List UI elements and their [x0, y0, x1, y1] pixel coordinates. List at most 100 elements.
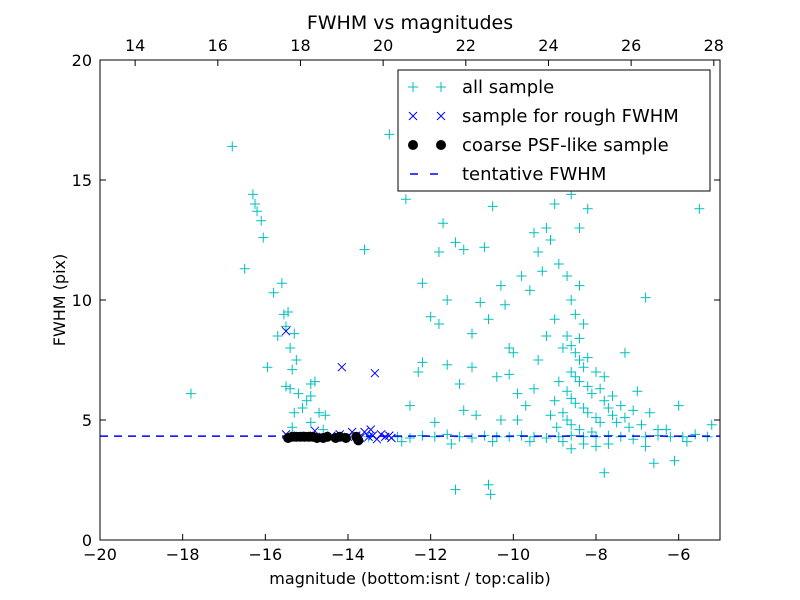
- all-sample-point: [591, 367, 601, 377]
- x-tick-label: −20: [83, 545, 117, 564]
- all-sample-point: [595, 417, 606, 428]
- all-sample-point: [690, 429, 701, 440]
- all-sample-point: [491, 371, 502, 382]
- coarse-psf-point: [340, 433, 351, 443]
- all-sample-point: [553, 259, 564, 269]
- all-sample-point: [562, 386, 573, 397]
- y-tick-label: 20: [72, 51, 92, 70]
- all-sample-point: [429, 417, 440, 428]
- all-sample-point: [384, 129, 395, 140]
- all-sample-point: [661, 424, 672, 435]
- all-sample-point: [483, 479, 494, 490]
- all-sample-point: [320, 410, 331, 421]
- all-sample-point: [516, 271, 527, 281]
- x-tick-label: −16: [248, 545, 282, 564]
- all-sample-point: [549, 314, 560, 325]
- all-sample-point: [495, 415, 506, 425]
- all-sample-point: [574, 355, 585, 365]
- all-sample-point: [359, 244, 370, 255]
- all-sample-point: [566, 419, 577, 430]
- all-sample-point: [396, 436, 407, 447]
- all-sample-point: [578, 403, 589, 413]
- rough-fwhm-point: [370, 368, 380, 378]
- all-sample-point: [582, 407, 593, 418]
- all-sample-point: [417, 357, 428, 368]
- all-sample-point: [450, 484, 461, 495]
- all-sample-point: [694, 203, 705, 214]
- all-sample-point: [479, 242, 490, 253]
- all-sample-point: [413, 367, 424, 377]
- all-sample-point: [578, 319, 589, 329]
- x-axis-label: magnitude (bottom:isnt / top:calib): [269, 569, 550, 588]
- all-sample-point: [562, 331, 573, 341]
- legend-dot-icon: [436, 140, 446, 150]
- y-tick-label: 15: [72, 171, 92, 190]
- x-tick-label: −8: [584, 545, 608, 564]
- all-sample-point: [529, 383, 539, 394]
- all-sample-point: [524, 436, 535, 447]
- all-sample-point: [442, 429, 453, 440]
- all-sample-point: [262, 362, 273, 373]
- all-sample-point: [508, 347, 519, 358]
- all-sample-point: [487, 436, 498, 447]
- all-sample-point: [553, 376, 564, 387]
- all-sample-point: [607, 391, 618, 401]
- all-sample-point: [433, 319, 444, 329]
- all-sample-point: [599, 395, 610, 406]
- top-x-tick-label: 16: [208, 36, 228, 55]
- all-sample-point: [570, 398, 581, 409]
- all-sample-point: [557, 343, 568, 353]
- chart-title: FWHM vs magnitudes: [307, 12, 513, 34]
- plot-frame: [99, 59, 721, 541]
- all-sample-point: [504, 343, 515, 353]
- all-sample-point: [578, 362, 589, 373]
- all-sample-point: [400, 194, 411, 205]
- all-sample-point: [599, 467, 610, 478]
- top-x-tick-label: 22: [456, 36, 476, 55]
- all-sample-point: [706, 419, 717, 430]
- all-sample-point: [289, 328, 300, 339]
- x-tick-label: −10: [496, 545, 530, 564]
- all-sample-point: [239, 263, 250, 274]
- all-sample-point: [628, 405, 639, 416]
- all-sample-point: [272, 331, 283, 341]
- coarse-psf-point: [322, 431, 333, 442]
- all-sample-point: [485, 489, 496, 500]
- top-x-tick-label: 20: [373, 36, 393, 55]
- all-sample-point: [520, 400, 531, 411]
- all-sample-point: [574, 333, 585, 344]
- all-sample-point: [557, 436, 568, 447]
- all-sample-point: [595, 383, 606, 394]
- all-sample-point: [566, 295, 577, 305]
- rough-fwhm-point: [281, 326, 291, 336]
- all-sample-point: [574, 376, 585, 387]
- all-sample-point: [669, 455, 680, 466]
- coarse-psf-point: [353, 435, 364, 446]
- x-tick-label: −18: [166, 545, 200, 564]
- all-sample-point: [258, 232, 269, 243]
- legend-cross-icon: [436, 111, 446, 121]
- all-sample-point: [632, 386, 643, 397]
- all-sample-point: [562, 271, 573, 281]
- all-sample-point: [500, 299, 511, 310]
- y-axis-label: FWHM (pix): [50, 254, 69, 347]
- all-sample-point: [281, 381, 291, 392]
- y-tick-label: 10: [72, 291, 92, 310]
- all-sample-point: [438, 218, 449, 229]
- all-sample-point: [533, 355, 544, 365]
- y-tick-label: 5: [82, 411, 92, 430]
- all-sample-point: [541, 331, 552, 341]
- top-x-tick-label: 24: [538, 36, 558, 55]
- all-sample-point: [442, 359, 453, 370]
- all-sample-point: [305, 391, 316, 401]
- all-sample-point: [611, 417, 622, 428]
- all-sample-point: [648, 458, 659, 469]
- all-sample-point: [603, 403, 614, 413]
- all-sample-point: [582, 352, 593, 363]
- all-sample-point: [454, 379, 465, 389]
- all-sample-point: [586, 388, 597, 399]
- all-sample-point: [636, 419, 647, 430]
- all-sample-point: [615, 400, 626, 411]
- all-sample-point: [458, 405, 469, 416]
- all-sample-point: [591, 412, 601, 423]
